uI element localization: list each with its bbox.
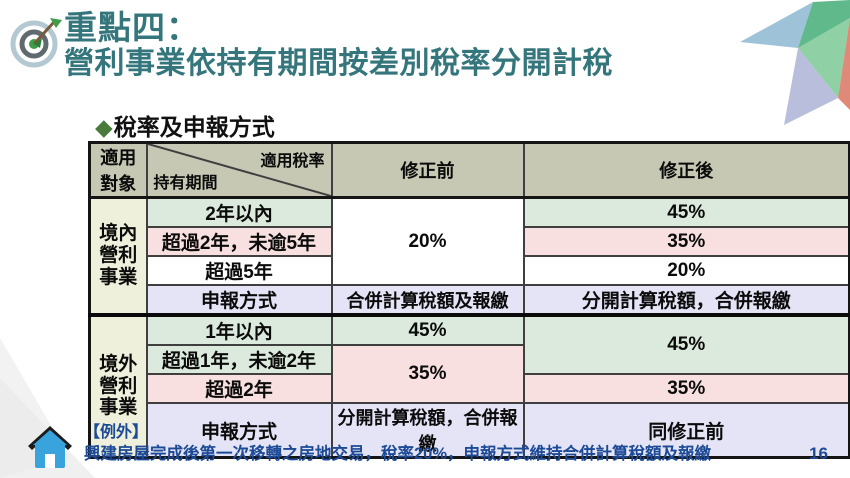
title-line-2: 營利事業依持有期間按差別稅率分開計稅 xyxy=(64,46,613,80)
diamond-icon: ◆ xyxy=(95,114,113,140)
page-number: 16 xyxy=(809,444,828,463)
period-cell: 超過2年 xyxy=(145,373,333,404)
filing-method-label: 申報方式 xyxy=(145,402,333,459)
exception-label: 【例外】 xyxy=(84,424,149,441)
slide-footer: 【例外】 興建房屋完成後第一次移轉之房地交易，稅率20%，申報方式維持合併計算稅… xyxy=(0,422,850,478)
house-icon xyxy=(28,426,72,468)
period-cell: 超過2年，未逾5年 xyxy=(145,226,333,257)
group-domestic: 境內營利事業 2年以內 20% 45% 超過2年，未逾5年 35% 超過5年 2… xyxy=(88,196,850,316)
period-cell: 2年以內 xyxy=(145,196,333,228)
after-rate-cell: 20% xyxy=(522,255,850,286)
page-title: 重點四： 營利事業依持有期間按差別稅率分開計稅 xyxy=(64,9,613,81)
exception-note: 【例外】 興建房屋完成後第一次移轉之房地交易，稅率20%，申報方式維持合併計算稅… xyxy=(84,423,711,465)
exception-text: 興建房屋完成後第一次移轉之房地交易，稅率20%，申報方式維持合併計算稅額及報繳 xyxy=(84,444,712,463)
table-row: 申報方式 分開計算稅額，合併報繳 同修正前 xyxy=(90,402,850,459)
table-row: 超過2年 35% xyxy=(90,373,850,404)
header-holding-period: 持有期間 xyxy=(153,175,218,192)
table-row: 境外營利事業 1年以內 45% 45% xyxy=(88,314,850,459)
table-row: 超過2年，未逾5年 35% xyxy=(90,226,850,257)
filing-after-cell: 分開計算稅額，合併報繳 xyxy=(522,284,850,316)
table-row: 申報方式 合併計算稅額及報繳 分開計算稅額，合併報繳 xyxy=(90,284,850,316)
header-after-amendment: 修正後 xyxy=(522,141,850,199)
header-tax-rate: 適用稅率 xyxy=(260,153,325,170)
section-heading: ◆稅率及申報方式 xyxy=(95,108,275,142)
period-cell: 超過5年 xyxy=(145,255,333,286)
slide-header: 重點四： 營利事業依持有期間按差別稅率分開計稅 xyxy=(10,9,613,81)
header-diagonal-cell: 適用稅率 持有期間 xyxy=(145,141,333,199)
after-rate-cell: 45% xyxy=(522,314,850,375)
before-rate-cell: 35% xyxy=(330,344,525,404)
group-label-foreign: 境外營利事業 xyxy=(88,314,148,459)
after-rate-cell: 35% xyxy=(522,226,850,257)
filing-after-cell: 同修正前 xyxy=(522,402,850,459)
section-heading-text: 稅率及申報方式 xyxy=(113,114,275,140)
before-rate-cell: 20% xyxy=(330,196,525,286)
period-cell: 1年以內 xyxy=(145,314,333,346)
table-row: 境內營利事業 2年以內 20% 45% xyxy=(88,196,850,316)
header-applicable-target: 適用對象 xyxy=(88,141,148,199)
tax-rate-table: 適用對象 適用稅率 持有期間 修正前 修正後 境內營利事業 2年以內 20% 4… xyxy=(88,141,850,459)
after-rate-cell: 45% xyxy=(522,196,850,228)
period-cell: 超過1年，未逾2年 xyxy=(145,344,333,375)
table-row: 超過5年 20% xyxy=(90,255,850,286)
table-header-row: 適用對象 適用稅率 持有期間 修正前 修正後 xyxy=(88,141,850,199)
after-rate-cell: 35% xyxy=(522,373,850,404)
target-dart-icon xyxy=(10,18,62,68)
diagonal-line xyxy=(148,144,331,196)
group-foreign: 境外營利事業 1年以內 45% 45% 超過1年，未逾2年 35% 超過2年 3… xyxy=(88,314,850,459)
group-label-domestic: 境內營利事業 xyxy=(88,196,148,316)
before-rate-cell: 45% xyxy=(330,314,525,346)
pinwheel-decoration-icon xyxy=(740,0,850,125)
filing-method-label: 申報方式 xyxy=(145,284,333,316)
table-row: 超過1年，未逾2年 35% xyxy=(90,344,850,404)
filing-before-cell: 合併計算稅額及報繳 xyxy=(330,284,525,316)
filing-before-cell: 分開計算稅額，合併報繳 xyxy=(330,402,525,459)
title-line-1: 重點四： xyxy=(64,9,200,46)
header-before-amendment: 修正前 xyxy=(330,141,525,199)
